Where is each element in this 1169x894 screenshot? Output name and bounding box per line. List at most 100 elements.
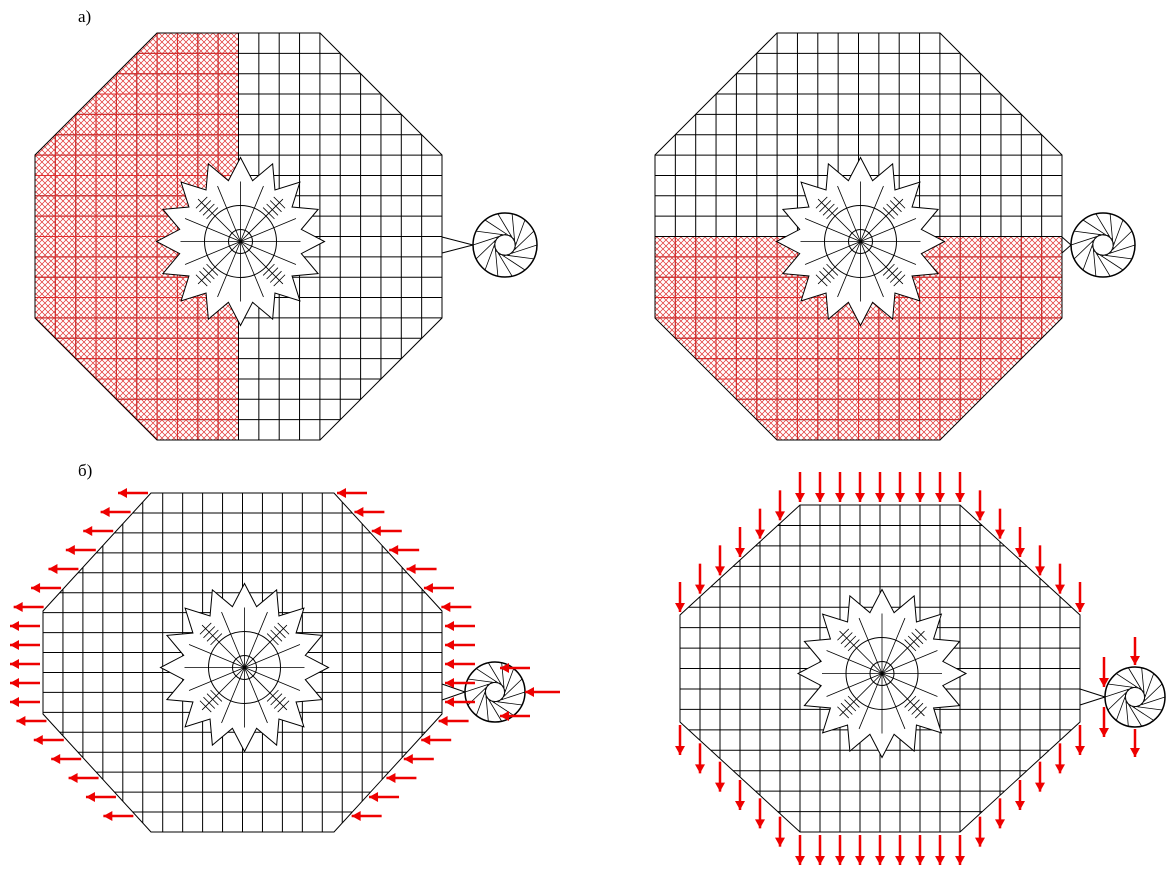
arrow-head xyxy=(695,764,705,774)
arrow-head xyxy=(351,811,361,821)
radial-tick xyxy=(819,270,832,283)
arrow-head xyxy=(403,754,413,764)
radial-tick xyxy=(202,267,215,280)
radial-line xyxy=(184,241,241,265)
radial-tick xyxy=(266,267,279,280)
radial-tick xyxy=(206,629,219,642)
link xyxy=(1061,236,1072,246)
radial-tick xyxy=(882,207,895,220)
mesh-outline xyxy=(679,504,1081,833)
arrow-head xyxy=(16,716,26,726)
radial-tick xyxy=(889,270,902,283)
radial-line xyxy=(188,667,245,691)
radial-line xyxy=(240,241,264,298)
bolt-line xyxy=(1104,686,1137,698)
bolt-line xyxy=(1127,667,1146,697)
link xyxy=(441,236,474,246)
ring xyxy=(208,631,281,704)
arrow-head xyxy=(935,493,945,502)
radial-tick xyxy=(199,622,212,635)
radial-line xyxy=(860,185,884,242)
bolt-line xyxy=(484,236,498,271)
radial-tick xyxy=(844,699,857,712)
radial-line xyxy=(244,611,268,668)
radial-tick xyxy=(206,263,219,276)
bolt-line xyxy=(1141,667,1146,701)
arrow-head xyxy=(445,640,454,650)
bolt-line xyxy=(1116,673,1145,693)
arrow-head xyxy=(675,603,685,612)
arrow-head xyxy=(10,678,19,688)
arrow-head xyxy=(1035,782,1045,792)
bolt-line xyxy=(495,250,526,271)
bolt-line xyxy=(1082,219,1113,240)
bolt-line xyxy=(476,230,512,237)
arrow-head xyxy=(715,566,725,576)
arrow-head xyxy=(369,792,379,802)
arrow-head xyxy=(855,493,865,502)
radial-line xyxy=(804,241,861,265)
radial-tick xyxy=(195,196,208,209)
radial-line xyxy=(244,644,301,668)
mesh-outline xyxy=(34,32,443,441)
bolt-line xyxy=(1091,245,1111,277)
arrow-head xyxy=(103,811,113,821)
arrow-head xyxy=(421,735,431,745)
radial-line xyxy=(881,617,906,674)
radial-line xyxy=(244,667,301,691)
radial-line xyxy=(221,667,245,724)
bolt xyxy=(472,212,538,278)
radial-tick xyxy=(277,622,290,635)
arrow-head xyxy=(389,545,399,555)
radial-tick xyxy=(206,693,219,706)
arrow-head xyxy=(755,819,765,829)
link xyxy=(441,691,466,701)
radial-tick xyxy=(907,699,920,712)
bolt-line xyxy=(476,668,505,688)
radial-tick xyxy=(277,700,290,713)
bolt-line xyxy=(494,240,499,277)
bolt-line xyxy=(475,684,489,716)
arrow-head xyxy=(1055,764,1065,774)
arrow-head xyxy=(735,548,745,557)
radial-tick xyxy=(840,702,853,715)
arrow-head xyxy=(755,529,765,539)
arrow-head xyxy=(1035,566,1045,576)
arrow-head xyxy=(935,856,945,865)
radial-line xyxy=(860,241,884,298)
radial-tick xyxy=(203,696,216,709)
arrow-head xyxy=(1075,746,1085,755)
radial-line xyxy=(217,241,241,298)
ring xyxy=(869,661,895,686)
radial-tick xyxy=(273,274,286,287)
bolt-line xyxy=(1074,230,1110,237)
radial-tick xyxy=(844,635,857,648)
arrow-head xyxy=(795,493,805,502)
arrow-head xyxy=(500,711,509,721)
bolt-line xyxy=(503,244,538,257)
bolt-line xyxy=(472,233,507,246)
radial-tick xyxy=(914,706,927,719)
bolt-line xyxy=(1107,686,1133,711)
radial-tick xyxy=(904,639,917,652)
radial-tick xyxy=(907,635,920,648)
arrow-head xyxy=(835,856,845,865)
bolt-line xyxy=(1092,240,1097,277)
arrow-head xyxy=(423,583,433,593)
arrow-head xyxy=(1015,801,1025,810)
bolt-line xyxy=(1107,683,1142,689)
radial-tick xyxy=(889,200,902,213)
bolt-line xyxy=(1124,693,1129,727)
bolt-line xyxy=(511,213,516,250)
bolt-line xyxy=(1133,696,1166,708)
arrow-head xyxy=(100,507,110,517)
arrow-head xyxy=(815,856,825,865)
mesh-outline xyxy=(654,32,1063,441)
arrow-head xyxy=(445,621,454,631)
radial-tick xyxy=(826,263,839,276)
arrow-head xyxy=(10,697,19,707)
radial-tick xyxy=(203,626,216,639)
bolt-line xyxy=(1109,213,1114,250)
bolt-line xyxy=(1095,213,1115,245)
label-b: б) xyxy=(78,461,92,480)
